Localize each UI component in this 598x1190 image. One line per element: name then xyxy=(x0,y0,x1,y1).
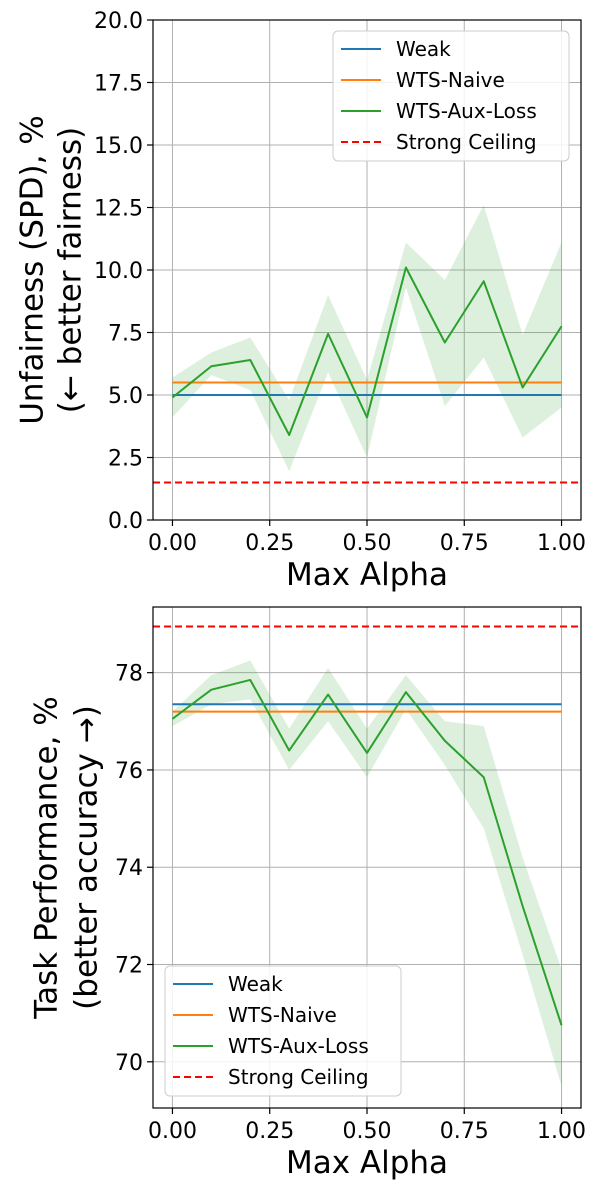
y-tick-label: 20.0 xyxy=(94,9,143,34)
x-axis-label: Max Alpha xyxy=(286,1145,448,1181)
x-tick-label: 0.50 xyxy=(343,1119,392,1144)
confidence-band-wts_aux xyxy=(172,205,562,472)
y-tick-label: 17.5 xyxy=(94,72,143,97)
legend-label-wts_aux: WTS-Aux-Loss xyxy=(396,99,537,123)
y-tick-label: 15.0 xyxy=(94,134,143,159)
x-tick-label: 1.00 xyxy=(537,531,586,556)
y-axis-label: Task Performance, % xyxy=(29,696,65,1019)
series-line-wts_aux xyxy=(171,678,563,1026)
x-tick-label: 0.00 xyxy=(148,1119,197,1144)
y-axis-label: (← better fairness) xyxy=(53,127,89,414)
plot-area xyxy=(153,205,581,484)
legend-label-weak: Weak xyxy=(228,972,283,996)
legend-label-wts_naive: WTS-Naive xyxy=(396,68,505,92)
y-tick-label: 12.5 xyxy=(94,197,143,222)
legend-label-wts_naive: WTS-Naive xyxy=(228,1003,337,1027)
legend-box xyxy=(332,30,570,162)
y-tick-label: 7.5 xyxy=(108,322,143,347)
y-tick-label: 5.0 xyxy=(108,384,143,409)
series-line-wts_aux xyxy=(171,266,563,436)
confidence-band-wts_aux xyxy=(172,660,562,1087)
legend-box xyxy=(164,965,402,1097)
y-tick-label: 72 xyxy=(115,954,143,979)
y-tick-label: 2.5 xyxy=(108,447,143,472)
y-tick-label: 74 xyxy=(115,856,143,881)
legend-label-weak: Weak xyxy=(396,37,451,61)
chart-unfairness: 0.00 0.25 0.50 0.75 1.00 0.0 2.5 5.0 7.5 10.0 12.5… xyxy=(15,9,587,593)
y-axis-label: Unfairness (SPD), % xyxy=(15,115,51,425)
plot-area xyxy=(153,625,581,1087)
y-axis-label: (better accuracy →) xyxy=(69,705,105,1010)
x-tick-label: 0.75 xyxy=(440,531,489,556)
y-tick-label: 70 xyxy=(115,1051,143,1076)
x-tick-label: 0.00 xyxy=(148,531,197,556)
x-tick-label: 0.75 xyxy=(440,1119,489,1144)
legend-label-wts_aux: WTS-Aux-Loss xyxy=(228,1034,369,1058)
y-tick-label: 10.0 xyxy=(94,259,143,284)
y-tick-label: 0.0 xyxy=(108,509,143,534)
x-tick-label: 0.50 xyxy=(343,531,392,556)
y-tick-label: 78 xyxy=(115,662,143,687)
y-tick-label: 76 xyxy=(115,759,143,784)
x-axis-label: Max Alpha xyxy=(286,557,448,593)
legend-label-ceiling: Strong Ceiling xyxy=(396,130,537,154)
legend-label-ceiling: Strong Ceiling xyxy=(228,1065,369,1089)
x-tick-label: 0.25 xyxy=(245,531,294,556)
x-tick-label: 1.00 xyxy=(537,1119,586,1144)
x-tick-label: 0.25 xyxy=(245,1119,294,1144)
chart-task-performance: 0.00 0.25 0.50 0.75 1.00 70 72 74 76 78 Max Alpha T… xyxy=(29,606,586,1181)
